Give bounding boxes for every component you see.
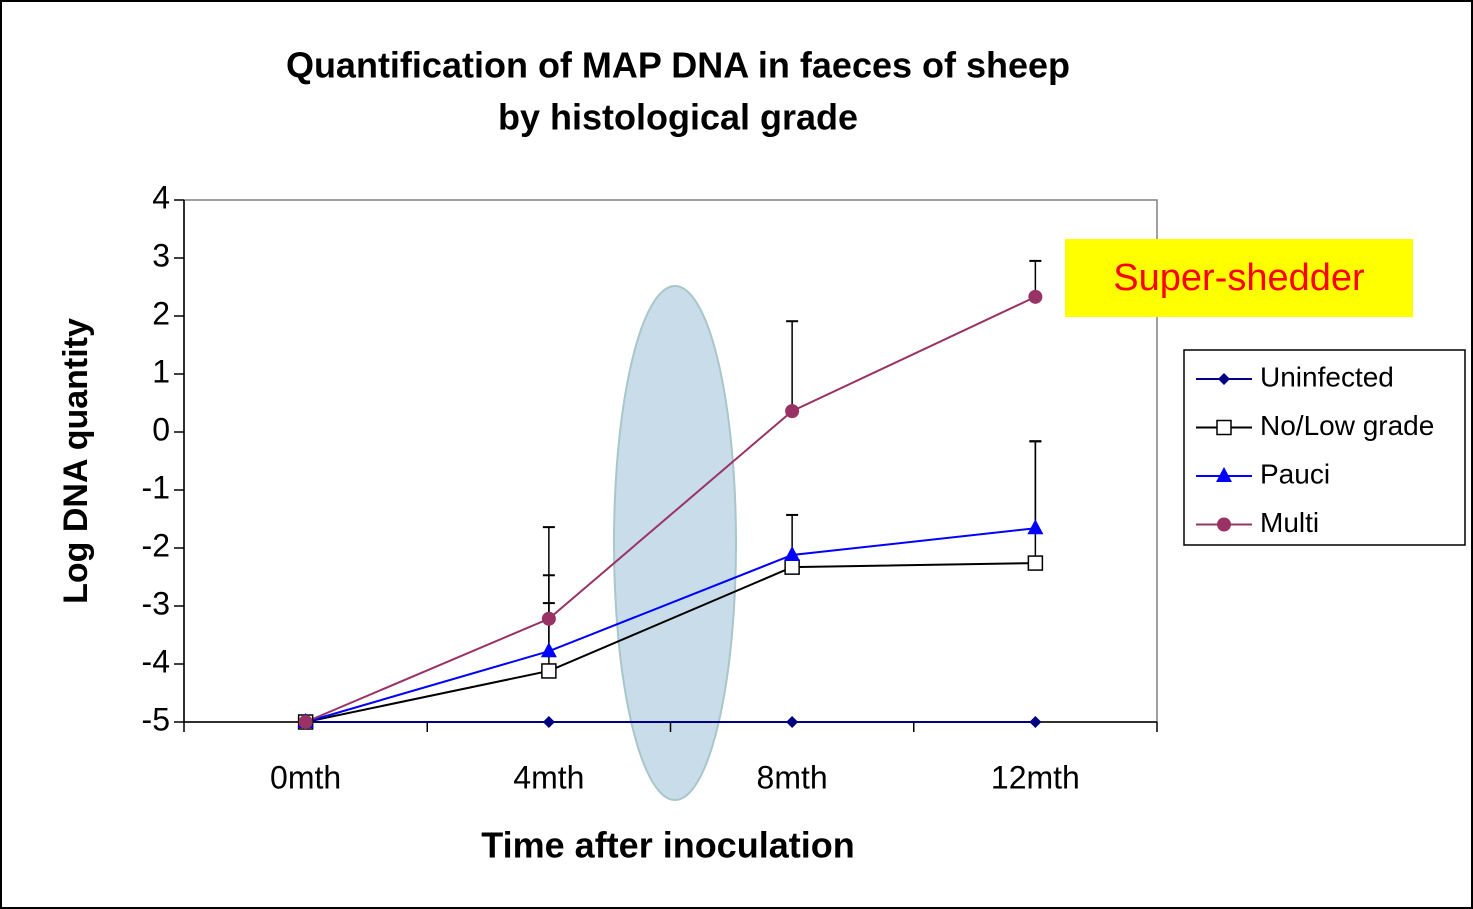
- marker: [786, 716, 799, 728]
- y-tick-label: 1: [152, 353, 170, 389]
- series-line: [305, 295, 1036, 723]
- chart-title: by histological grade: [498, 97, 858, 138]
- series-line: [305, 562, 1036, 723]
- annotation: Super-shedder: [1113, 257, 1365, 299]
- marker: [540, 642, 557, 658]
- marker: [1028, 289, 1043, 304]
- error-bar: [786, 320, 799, 412]
- y-tick-label: 3: [152, 237, 170, 273]
- y-tick-label: -5: [142, 701, 170, 737]
- x-axis-label: Time after inoculation: [481, 825, 854, 866]
- x-tick-label: 8mth: [757, 759, 828, 795]
- legend-marker: [1217, 517, 1231, 532]
- marker: [298, 715, 313, 729]
- marker: [541, 611, 556, 626]
- legend-label: Multi: [1260, 507, 1319, 538]
- marker: [1029, 716, 1042, 728]
- marker: [785, 404, 800, 419]
- x-tick-label: 12mth: [991, 759, 1080, 795]
- annotation-box: [1065, 239, 1413, 317]
- y-tick-label: 4: [152, 179, 170, 215]
- y-tick-label: -1: [142, 469, 170, 505]
- y-tick-label: -4: [142, 643, 170, 679]
- marker: [541, 663, 557, 679]
- chart-title: Quantification of MAP DNA in faeces of s…: [286, 45, 1070, 86]
- legend-label: Pauci: [1260, 458, 1330, 489]
- marker: [1027, 519, 1044, 535]
- legend-marker: [1218, 373, 1230, 385]
- legend: [1183, 349, 1466, 546]
- y-tick-label: 2: [152, 295, 170, 331]
- marker: [542, 716, 555, 728]
- y-tick-label: 0: [152, 411, 170, 447]
- y-tick-label: -2: [142, 527, 170, 563]
- highlight-ellipse: [613, 285, 737, 801]
- marker: [784, 545, 801, 561]
- x-tick-label: 4mth: [513, 759, 584, 795]
- x-tick-label: 0mth: [270, 759, 341, 795]
- legend-label: No/Low grade: [1260, 410, 1434, 441]
- y-tick-label: -3: [142, 585, 170, 621]
- marker: [1027, 555, 1044, 571]
- marker: [784, 559, 800, 575]
- series-line: [305, 527, 1036, 723]
- legend-marker: [1216, 467, 1232, 482]
- error-bar: [1029, 440, 1042, 529]
- legend-marker: [1216, 419, 1232, 436]
- error-bar: [542, 526, 555, 619]
- legend-label: Uninfected: [1260, 361, 1394, 392]
- y-axis-label: Log DNA quantity: [57, 318, 95, 604]
